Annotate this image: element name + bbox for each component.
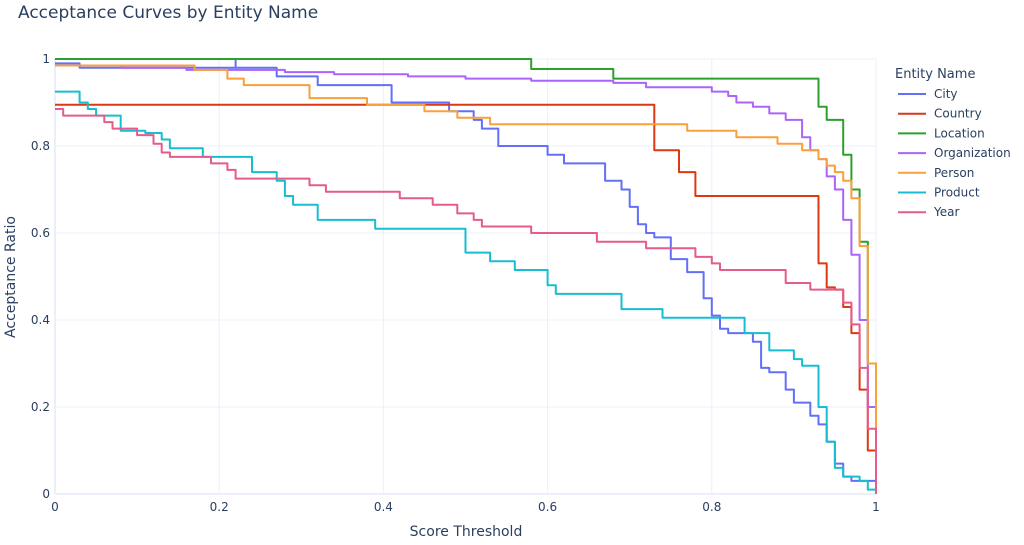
series-line-product xyxy=(55,90,877,494)
legend-label: Year xyxy=(933,205,959,219)
legend-label: Product xyxy=(934,186,980,200)
x-tick-label: 0.8 xyxy=(702,500,721,514)
legend-item-country[interactable]: Country xyxy=(898,107,982,121)
y-axis-title: Acceptance Ratio xyxy=(3,216,19,338)
legend-label: Organization xyxy=(934,146,1011,160)
y-axis-ticks: 0 0.2 0.4 0.6 0.8 1 xyxy=(31,52,50,501)
legend-item-product[interactable]: Product xyxy=(898,186,980,200)
legend-label: Person xyxy=(934,166,974,180)
y-tick-label: 0.8 xyxy=(31,139,50,153)
legend-item-organization[interactable]: Organization xyxy=(898,146,1011,160)
series-line-country xyxy=(55,103,877,494)
x-axis-title: Score Threshold xyxy=(410,524,523,540)
series-line-person xyxy=(55,64,877,494)
y-tick-label: 0 xyxy=(42,487,50,501)
x-tick-label: 0.2 xyxy=(210,500,229,514)
series-line-organization xyxy=(55,64,877,494)
x-axis-ticks: 0 0.2 0.4 0.6 0.8 1 xyxy=(51,500,880,514)
series-line-city xyxy=(55,58,877,494)
legend-item-year[interactable]: Year xyxy=(898,205,959,219)
legend-item-person[interactable]: Person xyxy=(898,166,974,180)
legend-label: Country xyxy=(934,107,982,121)
legend-item-location[interactable]: Location xyxy=(898,126,985,140)
legend-label: City xyxy=(934,87,958,101)
series-lines xyxy=(55,58,877,494)
chart-title: Acceptance Curves by Entity Name xyxy=(18,3,318,23)
legend-item-city[interactable]: City xyxy=(898,87,958,101)
x-tick-label: 0.6 xyxy=(538,500,557,514)
y-tick-label: 0.6 xyxy=(31,226,50,240)
x-tick-label: 1 xyxy=(872,500,880,514)
legend-label: Location xyxy=(934,126,985,140)
legend-title: Entity Name xyxy=(895,67,975,82)
x-tick-label: 0.4 xyxy=(374,500,393,514)
y-tick-label: 0.2 xyxy=(31,400,50,414)
legend-items: City Country Location Organization Person Pro… xyxy=(898,87,1011,219)
y-tick-label: 0.4 xyxy=(31,313,50,327)
grid-lines xyxy=(54,58,877,495)
series-line-location xyxy=(55,58,877,494)
legend: Entity Name City Country Location Organizat… xyxy=(895,67,1011,219)
x-tick-label: 0 xyxy=(51,500,59,514)
y-tick-label: 1 xyxy=(42,52,50,66)
series-line-year xyxy=(55,108,877,494)
